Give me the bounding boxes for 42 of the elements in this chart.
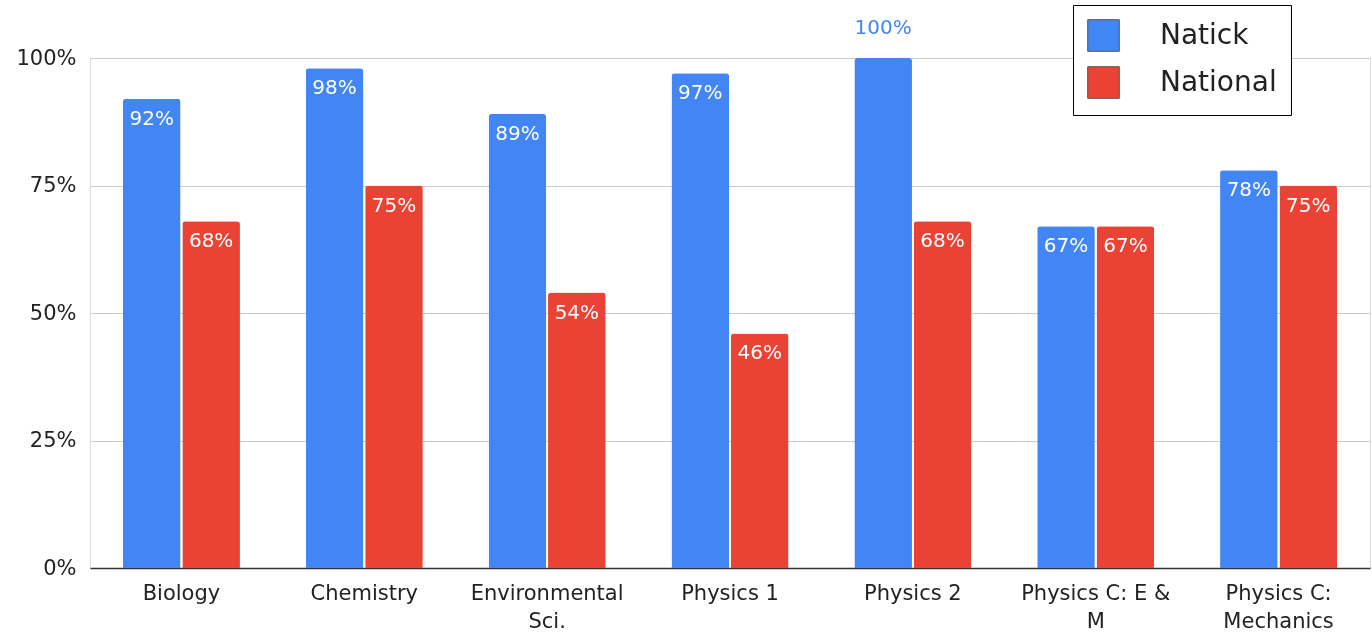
data-label: 68% <box>920 228 965 253</box>
x-tick-label: Physics 1 <box>681 580 779 605</box>
data-label: 75% <box>1286 192 1331 217</box>
y-tick-label: 0% <box>43 555 77 580</box>
data-label: 97% <box>678 80 723 105</box>
bar <box>182 221 240 568</box>
x-tick-label: Physics C: E & M <box>1021 580 1171 633</box>
data-label: 98% <box>312 75 357 100</box>
x-tick-label: Physics 2 <box>864 580 962 605</box>
legend-label: Natick <box>1160 17 1250 51</box>
y-tick-label: 75% <box>29 173 77 197</box>
bar <box>488 114 547 568</box>
y-tick-label: 100% <box>16 45 77 70</box>
data-label: 68% <box>188 228 234 253</box>
y-tick-label: 50% <box>29 300 77 325</box>
bar <box>913 221 972 568</box>
x-tick-label: Physics C: Mechanics <box>1223 580 1334 633</box>
bar <box>1279 185 1338 568</box>
x-tick-label: Biology <box>142 580 221 605</box>
x-tick-label: Environmental Sci. <box>470 580 624 633</box>
data-label: 46% <box>737 340 782 365</box>
bar <box>1037 226 1095 568</box>
bar <box>671 73 730 568</box>
bar <box>365 185 423 568</box>
data-label: 78% <box>1226 177 1272 202</box>
legend-label: National <box>1160 64 1277 98</box>
data-label: 67% <box>1103 233 1148 258</box>
data-label: 100% <box>854 15 912 39</box>
data-label: 54% <box>554 299 600 324</box>
data-label: 92% <box>129 105 174 130</box>
bar <box>1220 170 1278 568</box>
x-tick-label: Chemistry <box>310 580 418 605</box>
data-label: 89% <box>495 121 540 146</box>
bar <box>305 68 364 568</box>
bar <box>1096 226 1155 568</box>
bar <box>730 333 789 568</box>
bar <box>548 292 606 568</box>
data-label: 67% <box>1043 233 1089 258</box>
y-tick-label: 25% <box>29 428 77 452</box>
bar <box>122 98 181 568</box>
bar <box>854 58 912 568</box>
data-label: 75% <box>371 192 417 217</box>
